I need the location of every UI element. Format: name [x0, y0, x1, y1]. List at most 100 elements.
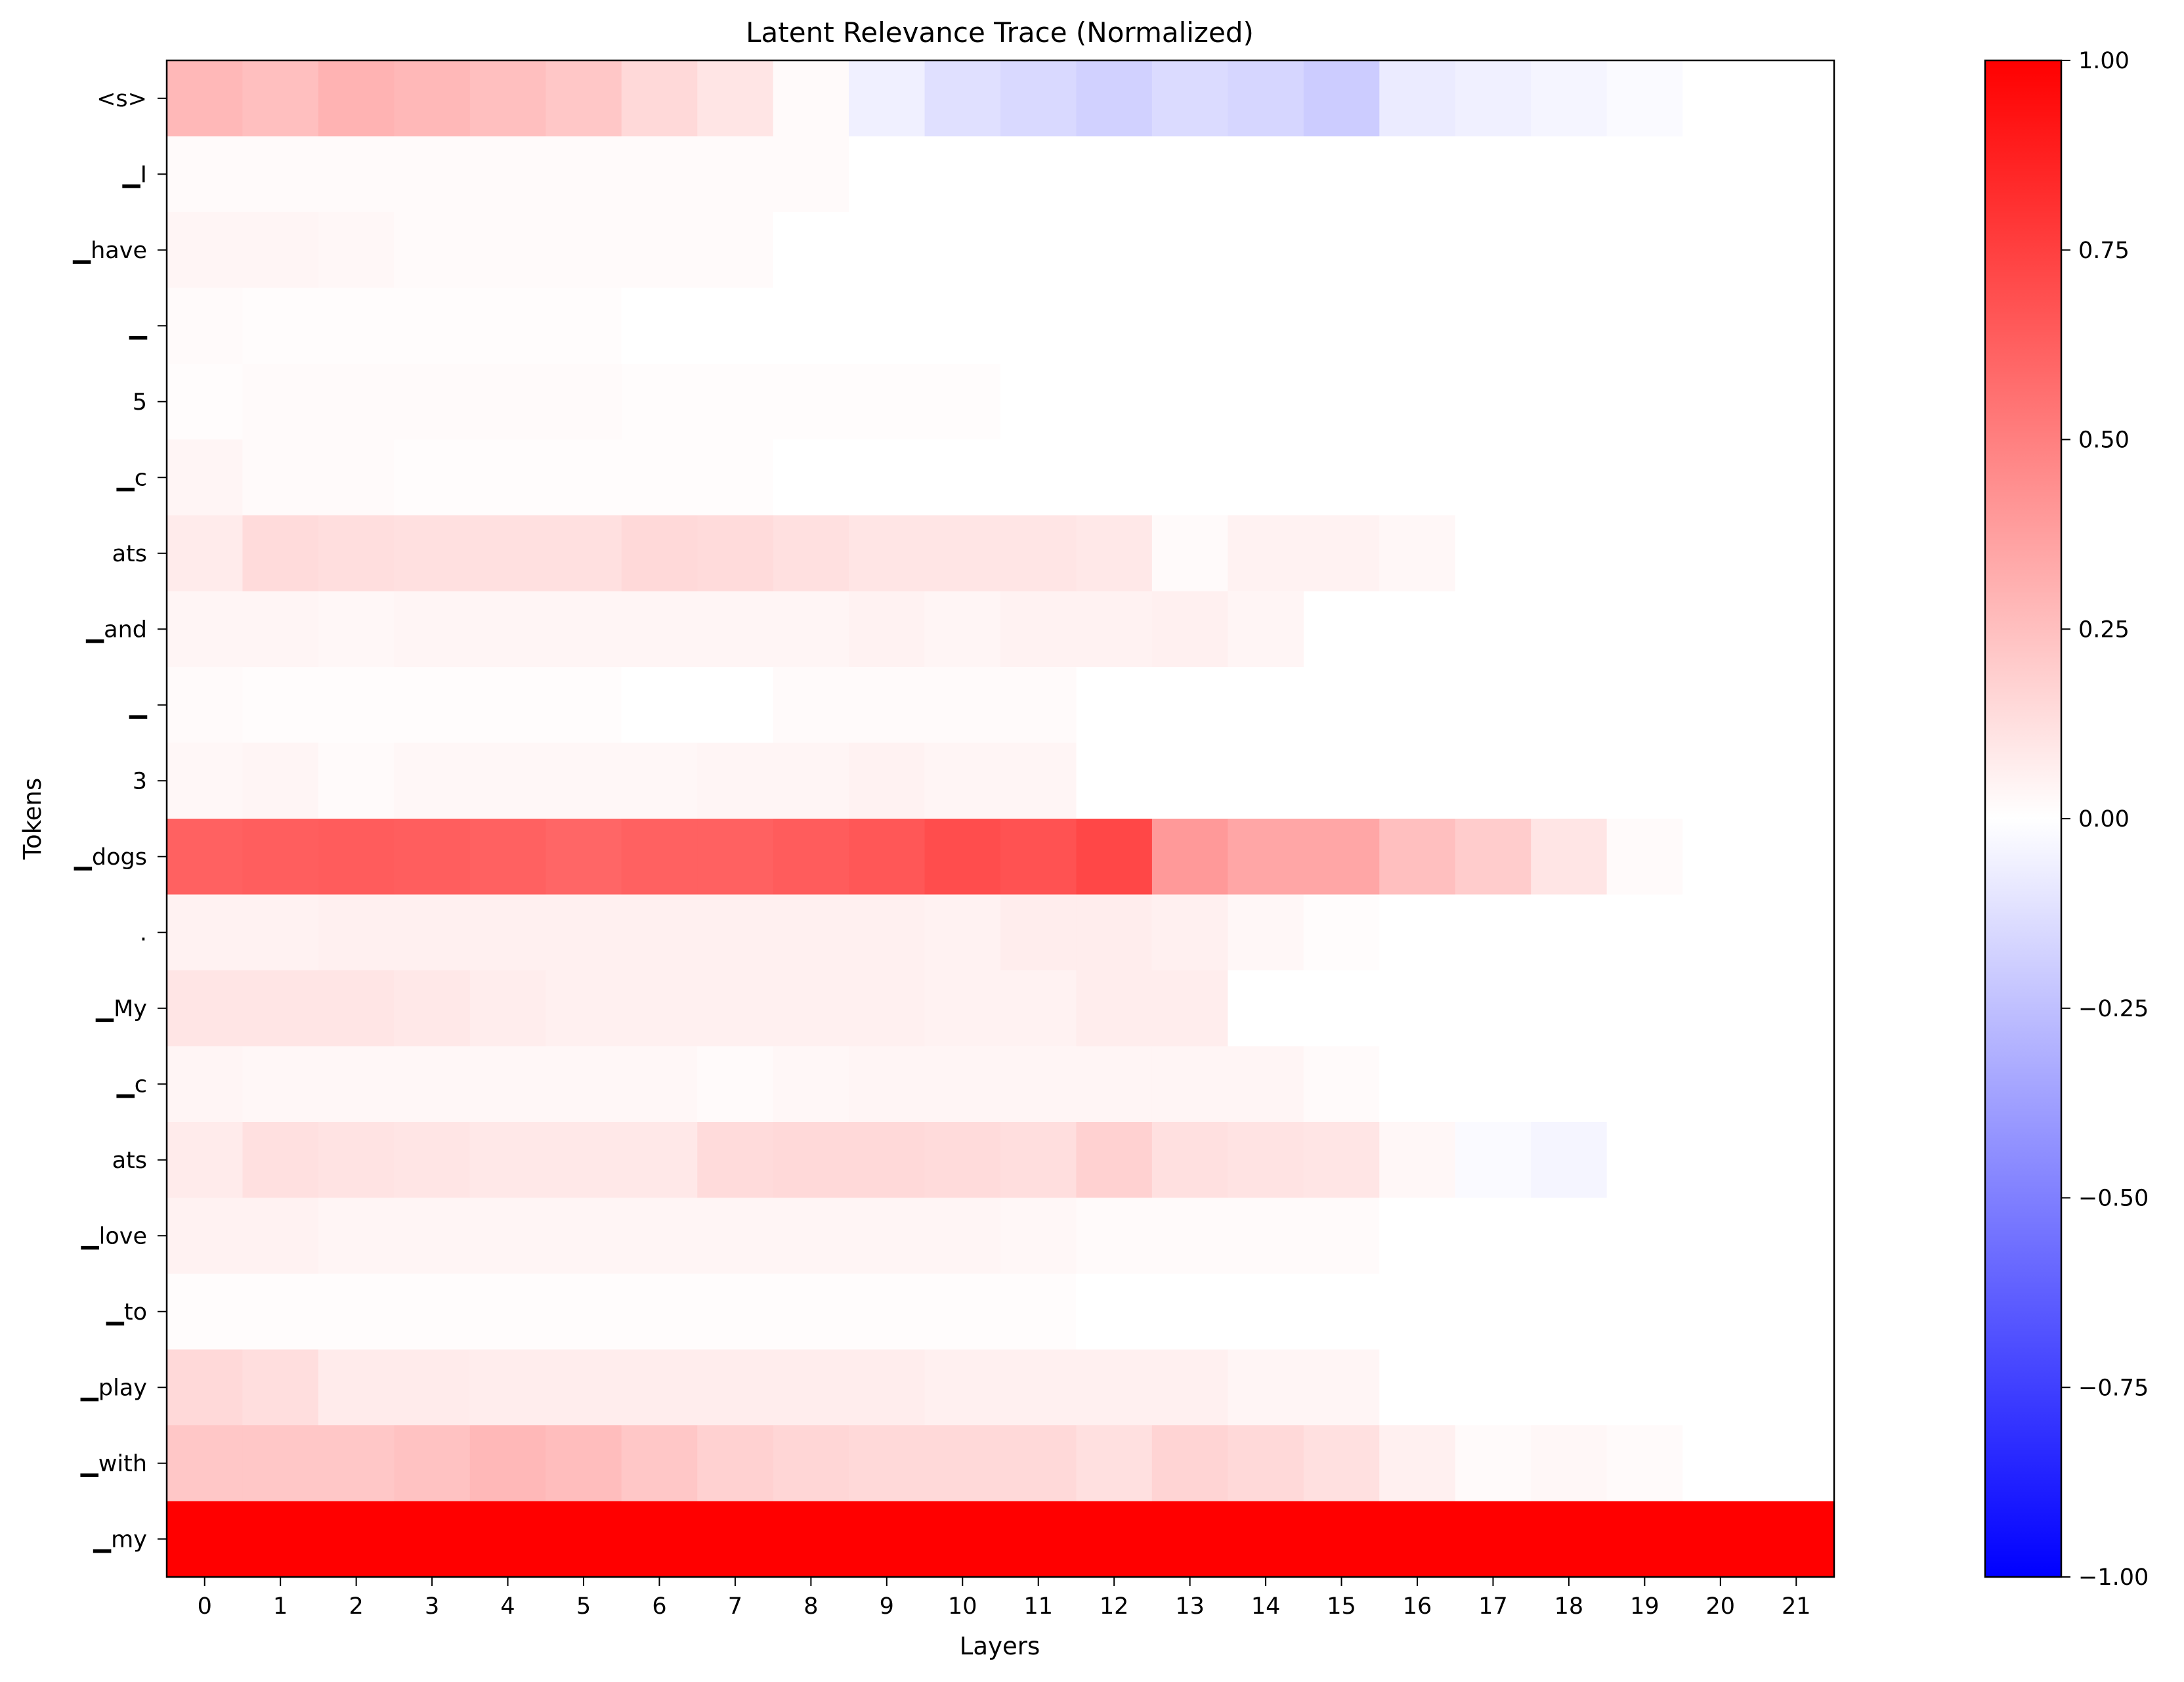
heatmap-cell — [1758, 819, 1835, 895]
heatmap-cell — [1151, 1349, 1228, 1426]
heatmap-cell — [242, 591, 319, 668]
heatmap-cell — [242, 439, 319, 516]
heatmap-cell — [1076, 1425, 1153, 1502]
heatmap-cell — [1379, 743, 1456, 819]
heatmap-cell — [1758, 136, 1835, 213]
x-axis-ticks: 0 1 2 3 4 5 6 7 8 9 10 11 12 13 14 15 16 17 18 19 20 21 — [198, 1577, 1811, 1620]
heatmap-cell — [394, 515, 471, 592]
chart-title: Latent Relevance Trace (Normalized) — [746, 16, 1254, 49]
heatmap-cell — [621, 60, 698, 137]
heatmap-cell — [924, 439, 1001, 516]
heatmap-cell — [849, 1349, 926, 1426]
heatmap-cell — [697, 1274, 774, 1350]
heatmap-cell — [1151, 288, 1228, 364]
heatmap-cell — [546, 60, 622, 137]
x-tick-label: 0 — [198, 1593, 212, 1620]
y-tick-label: 5 — [133, 389, 147, 416]
heatmap-cell — [1455, 136, 1531, 213]
heatmap-cell — [469, 60, 546, 137]
heatmap-cell — [849, 894, 926, 971]
heatmap-cell — [697, 970, 774, 1047]
heatmap-cell — [167, 1501, 244, 1578]
heatmap-cell — [1303, 743, 1380, 819]
heatmap-cell — [318, 212, 395, 289]
heatmap-cell — [546, 1274, 622, 1350]
heatmap-cell — [242, 819, 319, 895]
heatmap-cell — [1758, 288, 1835, 364]
heatmap-cell — [1531, 1349, 1608, 1426]
heatmap-cell — [1606, 364, 1683, 441]
heatmap-cell — [1455, 212, 1531, 289]
heatmap-cell — [1000, 894, 1077, 971]
heatmap-cell — [394, 1349, 471, 1426]
heatmap-cell — [924, 1122, 1001, 1199]
heatmap-cell — [394, 1425, 471, 1502]
heatmap-cell — [1000, 136, 1077, 213]
heatmap-cell — [242, 364, 319, 441]
heatmap-cell — [1606, 136, 1683, 213]
heatmap-cell — [773, 1349, 849, 1426]
heatmap-cell — [1606, 819, 1683, 895]
heatmap-cell — [1455, 743, 1531, 819]
heatmap-cell — [697, 1197, 774, 1274]
heatmap-cell — [1228, 1274, 1304, 1350]
heatmap-cell — [394, 136, 471, 213]
heatmap-cell — [849, 743, 926, 819]
x-axis-label: Layers — [960, 1632, 1040, 1660]
heatmap-cell — [1531, 60, 1608, 137]
heatmap-cell — [697, 1349, 774, 1426]
heatmap-cell — [469, 136, 546, 213]
heatmap-cell — [1076, 136, 1153, 213]
heatmap-cell — [1000, 1349, 1077, 1426]
heatmap-cell — [1606, 1425, 1683, 1502]
heatmap-cell — [1758, 1046, 1835, 1123]
heatmap-cell — [318, 1425, 395, 1502]
y-tick-label: ▁my — [93, 1526, 147, 1553]
heatmap-cell — [1228, 212, 1304, 289]
heatmap-cell — [1531, 667, 1608, 744]
heatmap-cell — [1076, 743, 1153, 819]
heatmap-cell — [1151, 1046, 1228, 1123]
heatmap-cell — [849, 136, 926, 213]
heatmap-cell — [1151, 667, 1228, 744]
heatmap-cell — [1076, 1197, 1153, 1274]
heatmap-cell — [394, 60, 471, 137]
heatmap-cell — [318, 970, 395, 1047]
y-tick-label: ▁ — [129, 693, 148, 719]
heatmap-cell — [773, 60, 849, 137]
x-tick-label: 13 — [1175, 1593, 1205, 1620]
heatmap-cell — [924, 1197, 1001, 1274]
heatmap-cell — [849, 364, 926, 441]
heatmap-cell — [1379, 515, 1456, 592]
heatmap-cell — [318, 743, 395, 819]
y-tick-label: ▁c — [116, 465, 147, 491]
heatmap-cell — [167, 1197, 244, 1274]
heatmap-cell — [1000, 667, 1077, 744]
heatmap-cell — [1076, 1349, 1153, 1426]
heatmap-cell — [697, 1046, 774, 1123]
heatmap-cell — [1228, 515, 1304, 592]
heatmap-cell — [773, 1046, 849, 1123]
heatmap-cell — [924, 1274, 1001, 1350]
x-tick-label: 8 — [803, 1593, 818, 1620]
heatmap-cell — [1531, 439, 1608, 516]
heatmap-cell — [773, 667, 849, 744]
y-tick-label: ats — [112, 1148, 147, 1174]
y-tick-label: <s> — [96, 86, 147, 112]
heatmap-cell — [1758, 439, 1835, 516]
heatmap-cell — [318, 1046, 395, 1123]
heatmap-cell — [924, 819, 1001, 895]
heatmap-cell — [1379, 60, 1456, 137]
heatmap-cell — [546, 515, 622, 592]
heatmap-cell — [167, 743, 244, 819]
heatmap-cell — [924, 60, 1001, 137]
heatmap-cell — [469, 819, 546, 895]
heatmap-cell — [1151, 1501, 1228, 1578]
y-tick-label: ▁and — [85, 616, 147, 643]
heatmap-cell — [697, 743, 774, 819]
heatmap-cell — [1682, 1274, 1759, 1350]
colorbar-tick-label: 0.00 — [2078, 806, 2130, 832]
heatmap-cell — [697, 364, 774, 441]
heatmap-cell — [546, 591, 622, 668]
heatmap-cell — [1758, 515, 1835, 592]
